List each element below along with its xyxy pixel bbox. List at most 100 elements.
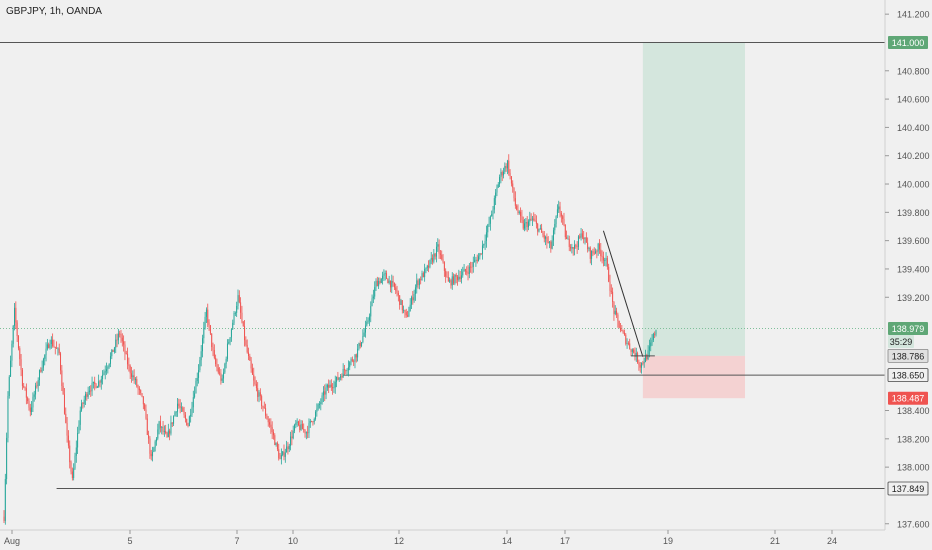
symbol-title: GBPJPY, 1h, OANDA [6, 6, 102, 17]
candle-body [336, 376, 338, 382]
candle-body [44, 355, 46, 359]
price-axis-background [885, 0, 932, 550]
candle-body [91, 383, 93, 392]
target-zone [642, 42, 745, 356]
candle-body [167, 430, 169, 437]
candle-body [583, 237, 585, 240]
candle-body [538, 228, 540, 232]
candle-body [395, 287, 397, 291]
candle-body [617, 314, 619, 321]
candle-body [121, 337, 123, 342]
candle-body [403, 309, 405, 311]
candle-body [600, 249, 602, 256]
candle-body [432, 257, 434, 262]
candle-body [424, 268, 426, 278]
candle-body [307, 432, 309, 434]
candle-body [219, 372, 221, 374]
candle-body [111, 349, 113, 357]
candle-body [217, 367, 219, 373]
candle-body [393, 282, 395, 288]
candle-body [179, 405, 181, 408]
candle-body [131, 373, 133, 378]
candle-body [621, 330, 623, 331]
candle-body [265, 408, 267, 416]
candle-body [315, 411, 317, 420]
candle-body [90, 390, 92, 392]
candle-body [580, 233, 582, 238]
candle-body [572, 247, 574, 249]
candle-body [503, 171, 505, 176]
candle-body [116, 339, 118, 341]
time-tick-label: 17 [560, 536, 570, 546]
candle-body [627, 343, 629, 344]
candle-body [311, 420, 313, 422]
candle-body [132, 375, 134, 378]
candle-body [579, 236, 581, 238]
candle-body [157, 429, 159, 439]
candle-body [483, 244, 485, 246]
candle-body [630, 348, 632, 352]
candle-body [115, 339, 117, 348]
candle-body [437, 244, 439, 247]
time-tick-label: 12 [394, 536, 404, 546]
candle-body [587, 242, 589, 250]
candle-body [642, 362, 644, 364]
time-axis[interactable]: Aug 5 7 10 12 14 17 19 21 24 [0, 529, 885, 546]
candle-body [8, 376, 10, 396]
candle-body [439, 253, 441, 255]
time-tick-label: Aug [4, 536, 20, 546]
candle-body [237, 295, 239, 307]
candle-body [375, 280, 377, 288]
candle-body [537, 223, 539, 232]
candle-body [102, 374, 104, 380]
candle-body [320, 402, 322, 405]
candle-body [257, 388, 259, 397]
candle-body [86, 394, 88, 397]
stop-price-label-bg [888, 391, 928, 405]
candle-body [485, 232, 487, 241]
candle-body [103, 372, 105, 375]
drawing-tools [602, 230, 655, 357]
candle-body [134, 379, 136, 380]
candle-body [474, 260, 476, 262]
candle-body [14, 307, 16, 326]
candle-body [200, 351, 202, 361]
candle-body [313, 419, 315, 422]
candle-body [120, 333, 122, 338]
candle-body [27, 397, 29, 401]
price-tick-label: 140.800 [897, 66, 930, 76]
candle-body [326, 384, 328, 388]
candle-body [460, 275, 462, 280]
candle-body [169, 430, 171, 434]
candle-body [56, 347, 58, 349]
candle-body [155, 438, 157, 442]
price-axis[interactable]: 141.200 140.800 140.600 140.400 140.200 140.0… [884, 0, 932, 550]
candle-body [53, 346, 55, 347]
candle-body [560, 213, 562, 217]
candle-body [228, 341, 230, 344]
candle-body [196, 377, 198, 381]
candle-body [223, 372, 225, 379]
candle-body [459, 276, 461, 280]
candle-body [220, 373, 222, 381]
candle-body [647, 350, 649, 360]
candle-body [262, 405, 264, 408]
candle-body [443, 262, 445, 271]
candle-body [397, 292, 399, 296]
candle-body [526, 222, 528, 228]
candle-body [81, 403, 83, 411]
candle-body [351, 359, 353, 361]
candle-body [514, 198, 516, 206]
candle-body [46, 344, 48, 349]
candle-body [63, 394, 65, 414]
candle-body [42, 358, 44, 368]
candle-body [188, 416, 190, 426]
candle-body [568, 238, 570, 247]
candle-body [518, 211, 520, 213]
price-tick-label: 139.600 [897, 236, 930, 246]
candle-body [505, 166, 507, 169]
candle-body [347, 367, 349, 371]
support-1-price-label-bg [887, 368, 929, 383]
